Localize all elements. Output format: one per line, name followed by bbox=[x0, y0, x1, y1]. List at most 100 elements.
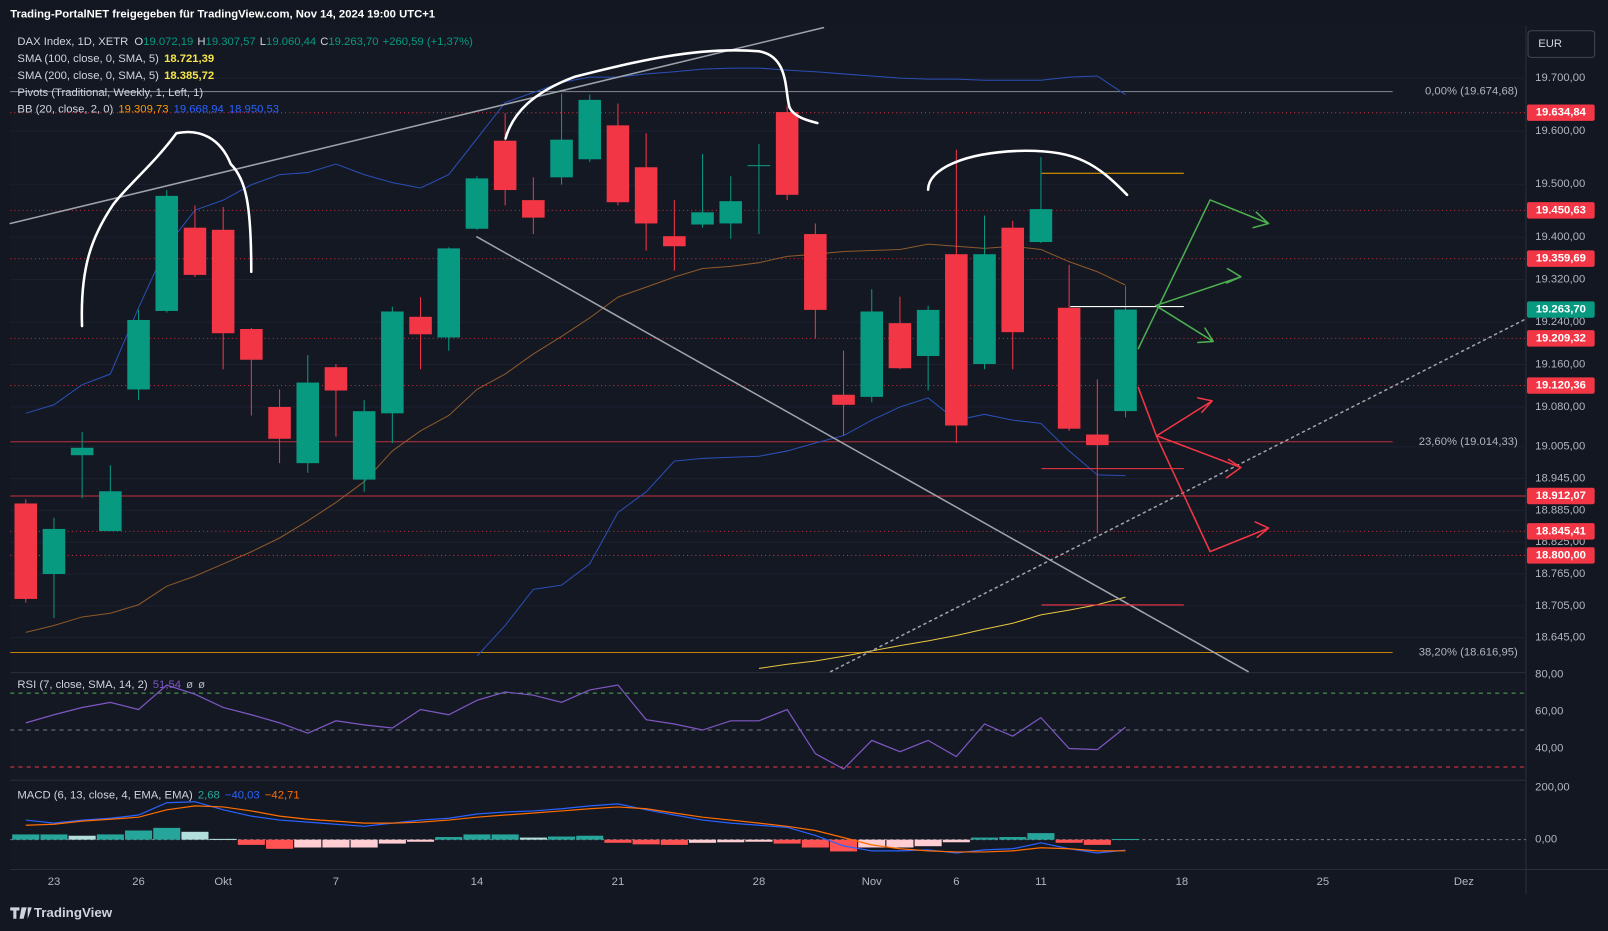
candle-body bbox=[634, 167, 658, 224]
histogram-bar bbox=[350, 839, 378, 848]
arrow bbox=[1137, 199, 1270, 350]
fib-label: 0,00% (19.674,68) bbox=[1425, 86, 1518, 98]
legend: SMA (200, close, 0, SMA, 5) 18.385,72 bbox=[17, 70, 214, 82]
legend-item: SMA (100, close, 0, SMA, 5) bbox=[17, 53, 159, 65]
histogram-bar bbox=[717, 839, 745, 843]
histogram-bar bbox=[153, 827, 181, 840]
legend-item: O bbox=[134, 36, 143, 48]
price-level-tag bbox=[1526, 547, 1595, 564]
histogram-bar bbox=[294, 839, 322, 848]
histogram-bar bbox=[266, 839, 294, 849]
legend-item: 51,54 bbox=[153, 679, 181, 691]
candle-body bbox=[381, 311, 404, 414]
candle-body bbox=[916, 309, 940, 357]
price-level-tag bbox=[1526, 104, 1595, 121]
legend-item: 18.950,53 bbox=[229, 104, 279, 116]
candle-body bbox=[973, 254, 996, 364]
indicator-line bbox=[25, 243, 1126, 633]
candle-body bbox=[719, 201, 743, 224]
indicator-line bbox=[25, 67, 1126, 414]
plot-area bbox=[10, 25, 1526, 870]
candle-body bbox=[155, 195, 179, 311]
histogram-bar bbox=[548, 836, 576, 840]
legend-item: 19.263,70 bbox=[328, 36, 378, 48]
legend-item: −42,71 bbox=[265, 790, 300, 802]
y-tick-label: 19.400,00 bbox=[1535, 231, 1585, 243]
histogram-bar bbox=[914, 839, 942, 847]
candle-body bbox=[1114, 309, 1137, 412]
header-title: Trading-PortalNET freigegeben für Tradin… bbox=[10, 8, 435, 20]
legend: BB (20, close, 2, 0) 19.309,73 19.668,94 18… bbox=[17, 104, 279, 116]
price-level-tag bbox=[1526, 523, 1595, 540]
histogram-bar bbox=[322, 839, 350, 848]
y-tick-label: 19.320,00 bbox=[1535, 274, 1585, 286]
x-tick-label: 21 bbox=[612, 876, 625, 888]
price-level-label: 19.120,36 bbox=[1536, 380, 1586, 392]
histogram-bar bbox=[125, 830, 153, 840]
candle-body bbox=[70, 447, 94, 456]
y-tick-label: 18.645,00 bbox=[1535, 632, 1585, 644]
candle-body bbox=[888, 323, 912, 369]
rsi-line bbox=[25, 684, 1126, 770]
x-tick-label: Dez bbox=[1454, 876, 1474, 888]
histogram-bar bbox=[181, 831, 209, 840]
price-level-tag bbox=[1526, 202, 1595, 219]
y-tick-label: 19.080,00 bbox=[1535, 401, 1585, 413]
histogram-bar bbox=[1111, 838, 1140, 840]
legend-item: MACD (6, 13, close, 4, EMA, EMA) bbox=[17, 790, 193, 802]
candle-body bbox=[775, 112, 799, 195]
legend-item: 19.668,94 bbox=[174, 104, 224, 116]
legend: MACD (6, 13, close, 4, EMA, EMA) 2,68 −40,… bbox=[17, 790, 299, 802]
legend-item: 2,68 bbox=[198, 790, 220, 802]
x-tick-label: 6 bbox=[953, 876, 959, 888]
histogram-bar bbox=[1027, 833, 1055, 840]
histogram-bar bbox=[773, 839, 801, 844]
brand-logo: TradingView bbox=[10, 905, 113, 920]
y-tick-label: 19.160,00 bbox=[1535, 359, 1585, 371]
candle-body bbox=[1029, 209, 1053, 243]
indicator-line bbox=[758, 596, 1126, 669]
legend-item: C bbox=[320, 36, 328, 48]
legend-item: L bbox=[260, 36, 266, 48]
legend: DAX Index, 1D, XETR O19.072,19 H19.307,57 L… bbox=[17, 36, 473, 48]
candle-body bbox=[127, 319, 150, 390]
candle-body bbox=[945, 254, 968, 426]
candle-body bbox=[832, 394, 855, 405]
currency[interactable]: EUR bbox=[1538, 38, 1562, 50]
x-tick-label: Okt bbox=[214, 876, 232, 888]
y-tick-label: 18.705,00 bbox=[1535, 600, 1585, 612]
histogram-bar bbox=[378, 839, 406, 844]
histogram-bar bbox=[463, 834, 491, 840]
candle-body bbox=[522, 200, 545, 218]
fib-label: 23,60% (19.014,33) bbox=[1419, 436, 1518, 448]
price-level-tag bbox=[1526, 250, 1595, 267]
legend: Pivots (Traditional, Weekly, 1, Left, 1) bbox=[17, 87, 203, 99]
histogram-bar bbox=[68, 835, 96, 840]
candle-body bbox=[860, 311, 884, 397]
trend-line bbox=[9, 26, 825, 225]
y-tick-label: 19.500,00 bbox=[1535, 178, 1585, 190]
histogram-bar bbox=[604, 839, 632, 843]
x-tick-label: 25 bbox=[1317, 876, 1330, 888]
candle-body bbox=[747, 165, 771, 167]
indicator-line bbox=[476, 397, 1126, 657]
legend-item: 18.721,39 bbox=[164, 53, 214, 65]
freehand bbox=[504, 48, 819, 140]
legend-item: 19.309,73 bbox=[118, 104, 168, 116]
y-tick-label: 19.600,00 bbox=[1535, 125, 1585, 137]
legend-item: 19.307,57 bbox=[206, 36, 256, 48]
candle-body bbox=[99, 491, 122, 532]
y-tick-label: 18.825,00 bbox=[1535, 536, 1585, 548]
currency-box[interactable] bbox=[1527, 30, 1596, 58]
arrow bbox=[1137, 386, 1270, 553]
x-tick-label: 11 bbox=[1035, 876, 1047, 888]
histogram-bar bbox=[407, 839, 435, 842]
marks bbox=[10, 67, 1526, 854]
price-level-label: 19.450,63 bbox=[1536, 204, 1586, 216]
freehand bbox=[926, 149, 1129, 197]
macd-line bbox=[25, 805, 1126, 853]
trend-line bbox=[476, 236, 1249, 673]
candle-body bbox=[324, 367, 348, 391]
